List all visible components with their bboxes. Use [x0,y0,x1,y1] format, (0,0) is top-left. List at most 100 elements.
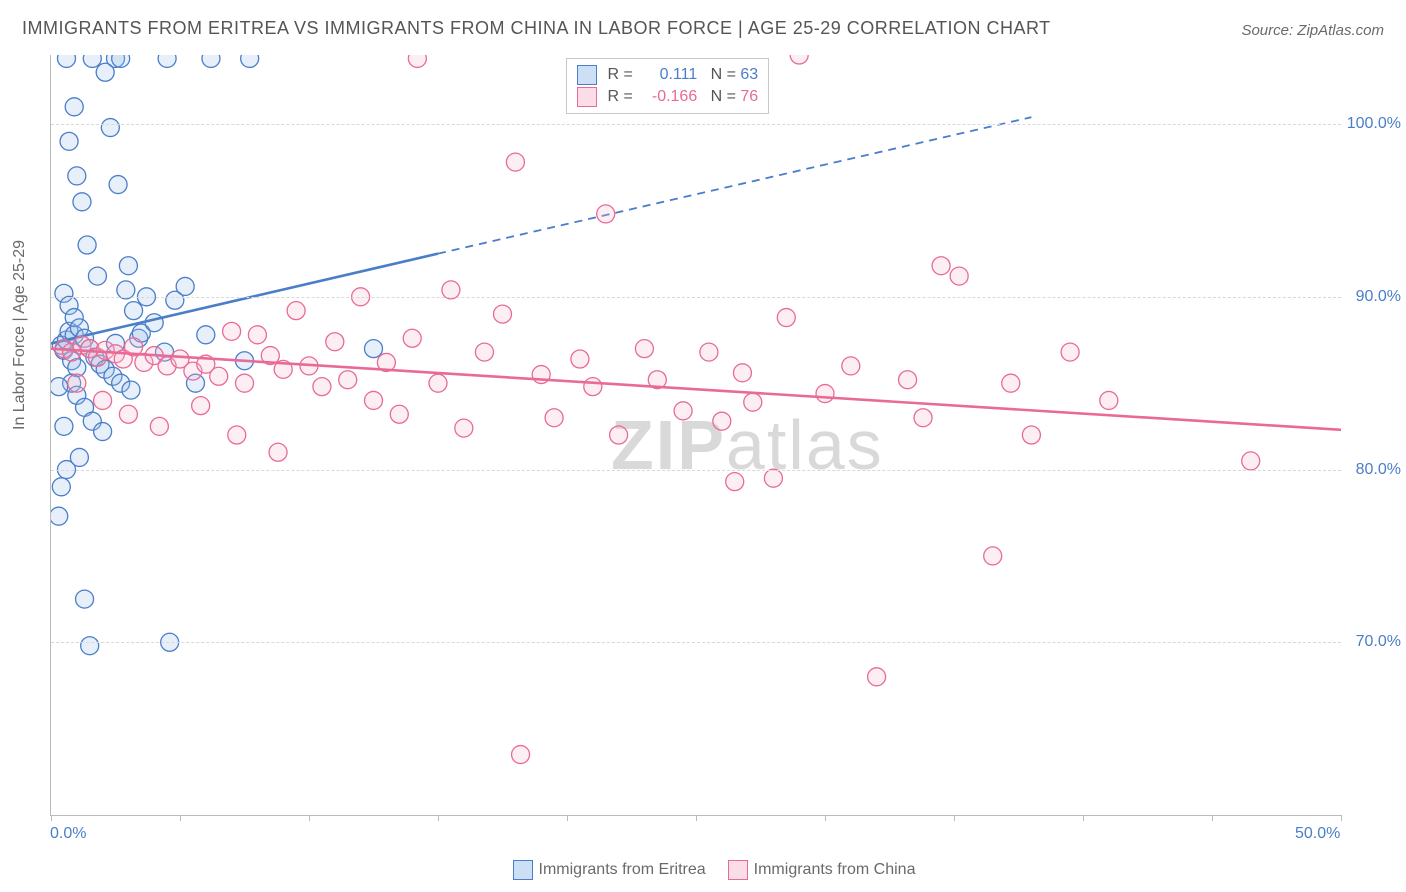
trend-line-extrapolated [438,117,1031,253]
source-attribution: Source: ZipAtlas.com [1241,22,1384,39]
legend-r-label: R = [603,88,637,105]
scatter-point [365,340,383,358]
legend-n-label: N = [697,88,740,105]
correlation-legend: R = 0.111 N = 63 R = -0.166 N = 76 [566,58,769,114]
scatter-point [51,507,68,525]
x-tick-mark [1212,815,1213,821]
scatter-point [119,405,137,423]
y-tick-label: 80.0% [1346,461,1401,479]
scatter-point [248,326,266,344]
scatter-point [744,393,762,411]
x-tick-mark [1341,815,1342,821]
scatter-point [150,417,168,435]
scatter-point [101,119,119,137]
legend-n-label: N = [697,66,740,83]
scatter-point [777,309,795,327]
scatter-point [158,55,176,67]
scatter-point [68,167,86,185]
x-tick-mark [180,815,181,821]
x-tick-mark [1083,815,1084,821]
legend-n-value: 63 [740,66,758,83]
scatter-point [674,402,692,420]
scatter-point [192,397,210,415]
legend-row: R = -0.166 N = 76 [577,87,758,107]
scatter-point [571,350,589,368]
scatter-point [287,302,305,320]
x-tick-mark [309,815,310,821]
scatter-point [94,423,112,441]
scatter-svg [51,55,1341,815]
gridline [51,297,1341,298]
scatter-point [494,305,512,323]
scatter-point [475,343,493,361]
y-tick-label: 90.0% [1346,288,1401,306]
scatter-point [202,55,220,67]
chart-title: IMMIGRANTS FROM ERITREA VS IMMIGRANTS FR… [22,18,1051,39]
scatter-point [932,257,950,275]
x-tick-mark [954,815,955,821]
legend-r-value: -0.166 [637,88,697,106]
scatter-point [313,378,331,396]
legend-swatch [577,87,597,107]
scatter-point [81,637,99,655]
scatter-point [365,391,383,409]
x-tick-mark [825,815,826,821]
scatter-point [390,405,408,423]
scatter-point [57,55,75,67]
scatter-point [635,340,653,358]
scatter-point [512,746,530,764]
scatter-point [176,277,194,295]
scatter-point [713,412,731,430]
scatter-point [52,478,70,496]
scatter-point [109,176,127,194]
scatter-point [51,378,68,396]
legend-swatch [513,860,533,880]
scatter-point [112,55,130,67]
scatter-point [94,391,112,409]
scatter-point [1242,452,1260,470]
scatter-point [1100,391,1118,409]
scatter-point [1022,426,1040,444]
scatter-point [1002,374,1020,392]
scatter-point [236,374,254,392]
scatter-point [700,343,718,361]
legend-r-value: 0.111 [637,66,697,84]
x-tick-label: 0.0% [50,825,86,843]
scatter-point [1061,343,1079,361]
scatter-point [223,322,241,340]
scatter-point [78,236,96,254]
scatter-point [241,55,259,67]
scatter-point [125,302,143,320]
series-legend: Immigrants from Eritrea Immigrants from C… [0,860,1406,880]
gridline [51,124,1341,125]
scatter-point [868,668,886,686]
scatter-point [899,371,917,389]
scatter-point [73,193,91,211]
gridline [51,642,1341,643]
scatter-point [76,590,94,608]
x-tick-mark [51,815,52,821]
trend-line [51,254,438,344]
scatter-point [610,426,628,444]
scatter-point [597,205,615,223]
scatter-point [816,385,834,403]
scatter-point [506,153,524,171]
x-tick-mark [696,815,697,821]
x-tick-label: 50.0% [1295,825,1340,843]
plot-area: ZIPatlas 70.0%80.0%90.0%100.0% R = 0.111… [50,55,1341,816]
scatter-point [950,267,968,285]
y-tick-label: 100.0% [1346,115,1401,133]
gridline [51,470,1341,471]
scatter-point [60,132,78,150]
legend-n-value: 76 [740,88,758,105]
legend-label: Immigrants from China [754,861,916,878]
scatter-point [228,426,246,444]
scatter-point [210,367,228,385]
scatter-point [68,374,86,392]
x-tick-mark [567,815,568,821]
scatter-point [584,378,602,396]
scatter-point [70,448,88,466]
scatter-point [122,381,140,399]
scatter-point [790,55,808,64]
legend-label: Immigrants from Eritrea [539,861,706,878]
